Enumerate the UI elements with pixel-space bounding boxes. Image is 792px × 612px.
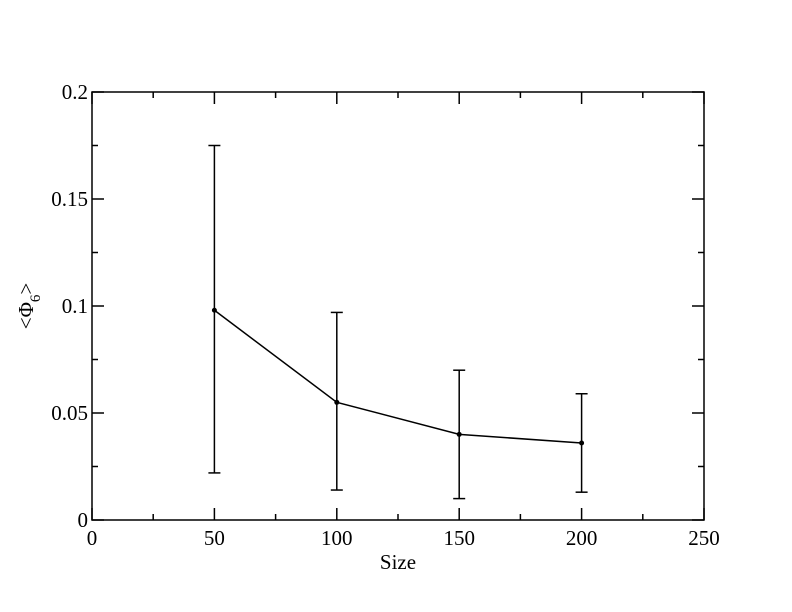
y-axis-label: <Φ6>: [14, 283, 44, 330]
x-axis-label: Size: [380, 550, 416, 574]
y-tick-label: 0.15: [51, 187, 88, 211]
y-axis-label-suffix: >: [14, 283, 38, 295]
y-tick-label: 0.1: [62, 294, 88, 318]
y-tick-label: 0.05: [51, 401, 88, 425]
x-tick-label: 150: [443, 526, 475, 550]
data-point: [456, 431, 462, 437]
x-tick-label: 50: [204, 526, 225, 550]
series: [208, 144, 588, 500]
x-tick-label: 200: [566, 526, 598, 550]
y-axis-label-subscript: 6: [28, 294, 44, 302]
data-point: [211, 307, 217, 313]
x-tick-label: 100: [321, 526, 353, 550]
tick-labels: 0 50 100 150 200 250 0 0.05 0.1 0.15 0.2: [51, 80, 720, 550]
x-tick-label: 0: [87, 526, 98, 550]
series-line: [213, 309, 582, 444]
data-point: [334, 399, 340, 405]
x-tick-label: 250: [688, 526, 720, 550]
y-axis-label-prefix: <Φ: [14, 302, 38, 329]
plot-frame: [91, 91, 705, 521]
ticks: [91, 91, 705, 521]
y-tick-label: 0.2: [62, 80, 88, 104]
data-point: [579, 440, 585, 446]
y-tick-label: 0: [78, 508, 89, 532]
